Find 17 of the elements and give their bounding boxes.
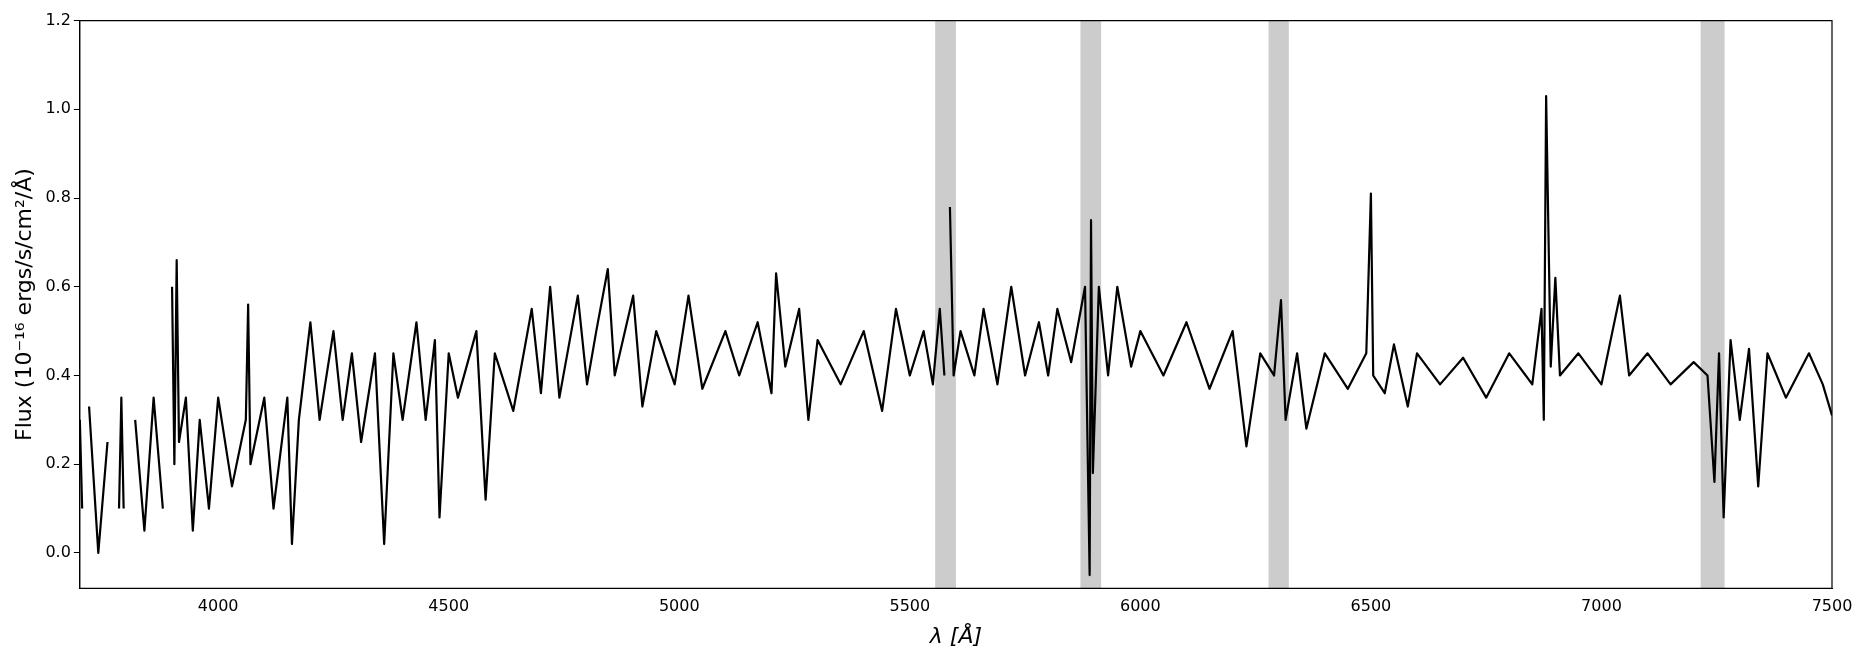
x-tick-label: 4500 — [428, 596, 470, 616]
y-tick-label: 0.2 — [45, 453, 71, 473]
x-tick-label: 5500 — [889, 596, 931, 616]
x-tick-label: 7500 — [1811, 596, 1853, 616]
x-tick-label: 5000 — [658, 596, 700, 616]
y-tick-label: 0.0 — [45, 542, 71, 562]
y-tick-label: 0.6 — [45, 275, 71, 295]
x-tick-label: 6500 — [1350, 596, 1392, 616]
y-tick-label: 0.8 — [45, 187, 71, 207]
y-axis-title: Flux (10⁻¹⁶ ergs/s/cm²/Å) — [9, 168, 36, 441]
x-tick-label: 6000 — [1120, 596, 1161, 616]
x-axis-title: λ [Å] — [928, 621, 983, 648]
y-tick-label: 1.2 — [45, 9, 71, 29]
x-tick-label: 7000 — [1581, 596, 1622, 616]
x-tick-label: 4000 — [197, 596, 239, 616]
y-tick-label: 1.0 — [45, 98, 71, 118]
y-tick-label: 0.4 — [45, 364, 71, 384]
